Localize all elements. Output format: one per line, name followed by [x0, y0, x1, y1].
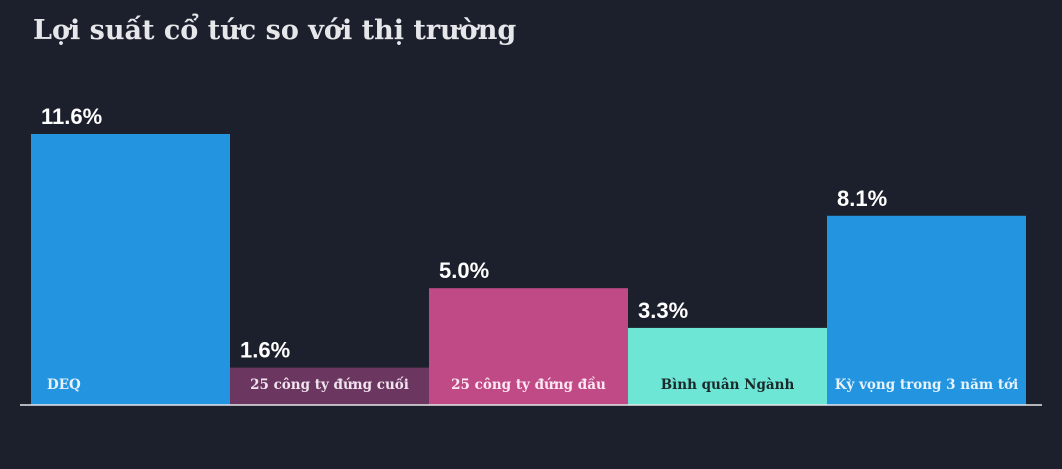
bar-value-label-2: 5.0% — [439, 258, 489, 283]
bar-category-label-4: Kỳ vọng trong 3 năm tới — [835, 377, 1018, 393]
bar-2 — [429, 288, 628, 405]
bar-category-label-3: Bình quân Ngành — [661, 377, 795, 393]
bar-value-label-4: 8.1% — [837, 186, 887, 211]
bar-4 — [827, 215, 1026, 405]
chart-title: Lợi suất cổ tức so với thị trường — [33, 15, 517, 46]
bar-category-label-0: DEQ — [47, 377, 81, 393]
bars-group: 11.6% DEQ 1.6% 25 công ty đứng cuối 5.0% 25 c… — [31, 104, 1026, 405]
bar-category-label-1: 25 công ty đứng cuối — [250, 377, 409, 393]
bar-0 — [31, 134, 230, 405]
bar-value-label-3: 3.3% — [638, 298, 688, 323]
bar-1 — [230, 367, 429, 405]
bar-3 — [628, 327, 827, 405]
bar-value-label-0: 11.6% — [41, 104, 102, 129]
bar-category-label-2: 25 công ty đứng đầu — [451, 377, 606, 393]
bar-value-label-1: 1.6% — [240, 338, 290, 363]
